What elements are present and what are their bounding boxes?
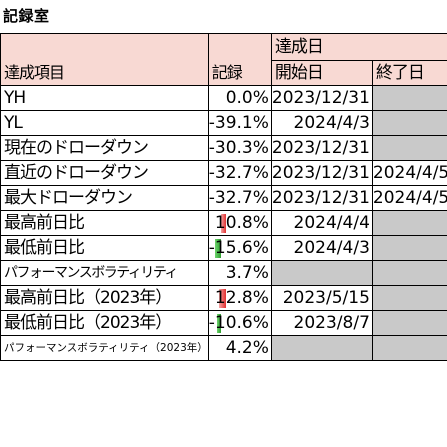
- table-row: 最大ドローダウン -32.7% 2023/12/31 2024/4/5: [0, 185, 447, 211]
- start-date-cell: 2023/8/7: [270, 310, 373, 336]
- data-bar-negative: [216, 314, 221, 333]
- item-cell: 最低前日比: [0, 235, 209, 261]
- item-header: 達成項目: [4, 63, 65, 82]
- record-cell: -39.1%: [207, 110, 272, 136]
- data-bar-positive: [218, 289, 226, 308]
- end-date-cell: 2024/4/5: [371, 160, 447, 186]
- start-date-cell: [270, 260, 373, 286]
- item-cell: 最低前日比（2023年）: [0, 310, 209, 336]
- end-date-cell: [371, 335, 447, 361]
- end-date-header: 終了日: [371, 60, 447, 86]
- table-row: 現在のドローダウン -30.3% 2023/12/31: [0, 135, 447, 161]
- end-date-cell: [371, 310, 447, 336]
- end-date-cell: [371, 110, 447, 136]
- item-cell: 直近のドローダウン: [0, 160, 209, 186]
- start-date-cell: 2023/12/31: [270, 135, 373, 161]
- start-date-cell: 2023/12/31: [270, 185, 373, 211]
- start-date-cell: 2023/5/15: [270, 285, 373, 311]
- start-date-cell: 2024/4/4: [270, 210, 373, 236]
- end-date-cell: [371, 85, 447, 111]
- start-date-cell: 2024/4/3: [270, 110, 373, 136]
- table-row: 直近のドローダウン -32.7% 2023/12/31 2024/4/5: [0, 160, 447, 186]
- start-date-cell: [270, 335, 373, 361]
- item-cell: 現在のドローダウン: [0, 135, 209, 161]
- table-row: パフォーマンスボラティリティ（2023年） 4.2%: [0, 335, 447, 361]
- table-row: パフォーマンスボラティリティ 3.7%: [0, 260, 447, 286]
- record-cell: 4.2%: [207, 335, 272, 361]
- record-cell: -32.7%: [207, 185, 272, 211]
- end-date-cell: [371, 210, 447, 236]
- achieved-date-header: 達成日: [270, 33, 447, 61]
- table-row: 最低前日比 -15.6% 2024/4/3: [0, 235, 447, 261]
- end-date-cell: [371, 135, 447, 161]
- records-table: 達成項目 記録 達成日 開始日 終了日 YH 0.0% 2023/12/31 Y…: [0, 33, 447, 361]
- start-date-cell: 2023/12/31: [270, 85, 373, 111]
- record-cell: -32.7%: [207, 160, 272, 186]
- item-cell: 最高前日比（2023年）: [0, 285, 209, 311]
- record-header-cell: 記録: [207, 33, 272, 86]
- item-cell: 最大ドローダウン: [0, 185, 209, 211]
- record-header: 記録: [211, 63, 243, 82]
- end-date-cell: 2024/4/5: [371, 185, 447, 211]
- item-cell: パフォーマンスボラティリティ: [0, 260, 209, 286]
- item-header-cell: 達成項目: [0, 33, 209, 86]
- record-cell: 0.0%: [207, 85, 272, 111]
- start-date-cell: 2024/4/3: [270, 235, 373, 261]
- data-bar-negative: [214, 239, 221, 258]
- table-row: 最高前日比（2023年） 12.8% 2023/5/15: [0, 285, 447, 311]
- item-cell: パフォーマンスボラティリティ（2023年）: [0, 335, 209, 361]
- item-cell: YH: [0, 85, 209, 111]
- record-cell: 12.8%: [207, 285, 272, 311]
- table-row: 最低前日比（2023年） -10.6% 2023/8/7: [0, 310, 447, 336]
- table-row: 最高前日比 10.8% 2024/4/4: [0, 210, 447, 236]
- data-bar-positive: [220, 214, 226, 233]
- item-cell: 最高前日比: [0, 210, 209, 236]
- record-cell: 10.8%: [207, 210, 272, 236]
- end-date-cell: [371, 235, 447, 261]
- record-cell: -30.3%: [207, 135, 272, 161]
- record-cell: -15.6%: [207, 235, 272, 261]
- start-date-cell: 2023/12/31: [270, 160, 373, 186]
- item-cell: YL: [0, 110, 209, 136]
- sheet-title: 記録室: [3, 7, 50, 25]
- record-cell: -10.6%: [207, 310, 272, 336]
- end-date-cell: [371, 285, 447, 311]
- end-date-cell: [371, 260, 447, 286]
- table-row: YL -39.1% 2024/4/3: [0, 110, 447, 136]
- start-date-header: 開始日: [270, 60, 373, 86]
- table-row: YH 0.0% 2023/12/31: [0, 85, 447, 111]
- record-cell: 3.7%: [207, 260, 272, 286]
